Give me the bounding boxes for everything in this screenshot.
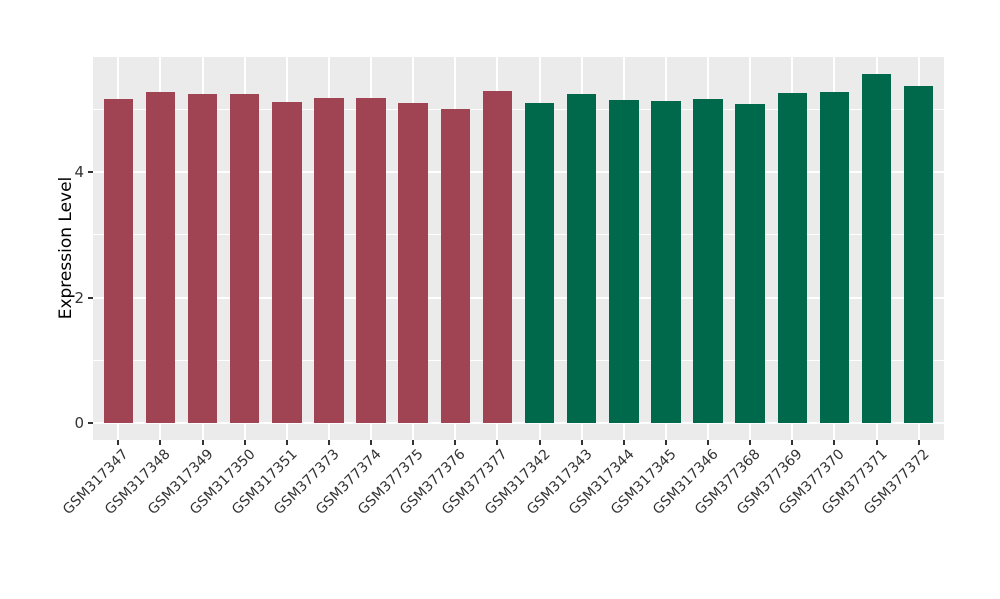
x-tick-mark-GSM377377 [496,440,499,445]
bar-GSM377373 [314,97,344,423]
x-tick-mark-GSM377370 [833,440,836,445]
bar-GSM317344 [609,100,639,423]
major-gridline-y-0 [93,422,944,424]
x-tick-mark-GSM317350 [243,440,246,445]
major-gridline-y-4 [93,171,944,174]
bar-GSM377372 [903,86,934,423]
bar-GSM377374 [356,98,386,423]
major-gridline-y-2 [93,296,944,299]
y-tick-label-2: 2 [74,288,84,307]
x-tick-mark-GSM377371 [875,440,878,445]
bar-GSM377375 [398,103,428,423]
bar-GSM317351 [272,101,302,423]
bar-GSM377376 [440,108,471,423]
x-tick-mark-GSM377373 [327,440,330,445]
bar-GSM317342 [524,102,555,423]
expression-bar-chart: Expression Level 0 2 4 GSM317347 GSM317348 GS… [56,57,944,518]
minor-gridline-y-3 [93,234,944,236]
bar-GSM377377 [482,90,513,423]
x-tick-mark-GSM317344 [622,440,625,445]
bar-GSM317350 [229,94,260,423]
bar-GSM377369 [777,93,808,423]
x-tick-mark-GSM317347 [117,440,120,445]
x-tick-mark-GSM377374 [370,440,373,445]
x-tick-mark-GSM377369 [791,440,794,445]
bar-GSM377370 [819,91,850,423]
x-tick-mark-GSM377375 [412,440,415,445]
y-tick-mark-4 [88,171,93,174]
minor-gridline-y-1 [93,359,944,361]
plot-panel [93,57,944,440]
bar-GSM317347 [103,98,134,423]
bar-GSM317346 [693,98,723,423]
bar-GSM317348 [145,91,176,423]
bar-GSM317349 [187,93,218,423]
bar-GSM377368 [735,103,765,423]
y-tick-mark-0 [88,422,93,424]
x-tick-mark-GSM317342 [538,440,541,445]
y-tick-label-0: 0 [74,414,84,432]
x-tick-label-GSM317347: GSM317347 [60,446,132,518]
x-tick-mark-GSM317345 [664,440,667,445]
x-tick-mark-GSM377372 [917,440,920,445]
y-tick-label-4: 4 [74,163,84,182]
x-tick-mark-GSM317349 [201,440,204,445]
minor-gridline-y-5 [93,109,944,110]
x-tick-mark-GSM377376 [454,440,457,445]
x-tick-mark-GSM317348 [159,440,162,445]
x-tick-mark-GSM317346 [707,440,710,445]
bar-GSM317343 [566,94,597,423]
x-tick-mark-GSM377368 [749,440,752,445]
x-tick-mark-GSM317351 [285,440,288,445]
y-tick-mark-2 [88,296,93,299]
bar-GSM317345 [651,100,681,423]
bar-GSM377371 [861,73,892,423]
x-tick-mark-GSM317343 [580,440,583,445]
